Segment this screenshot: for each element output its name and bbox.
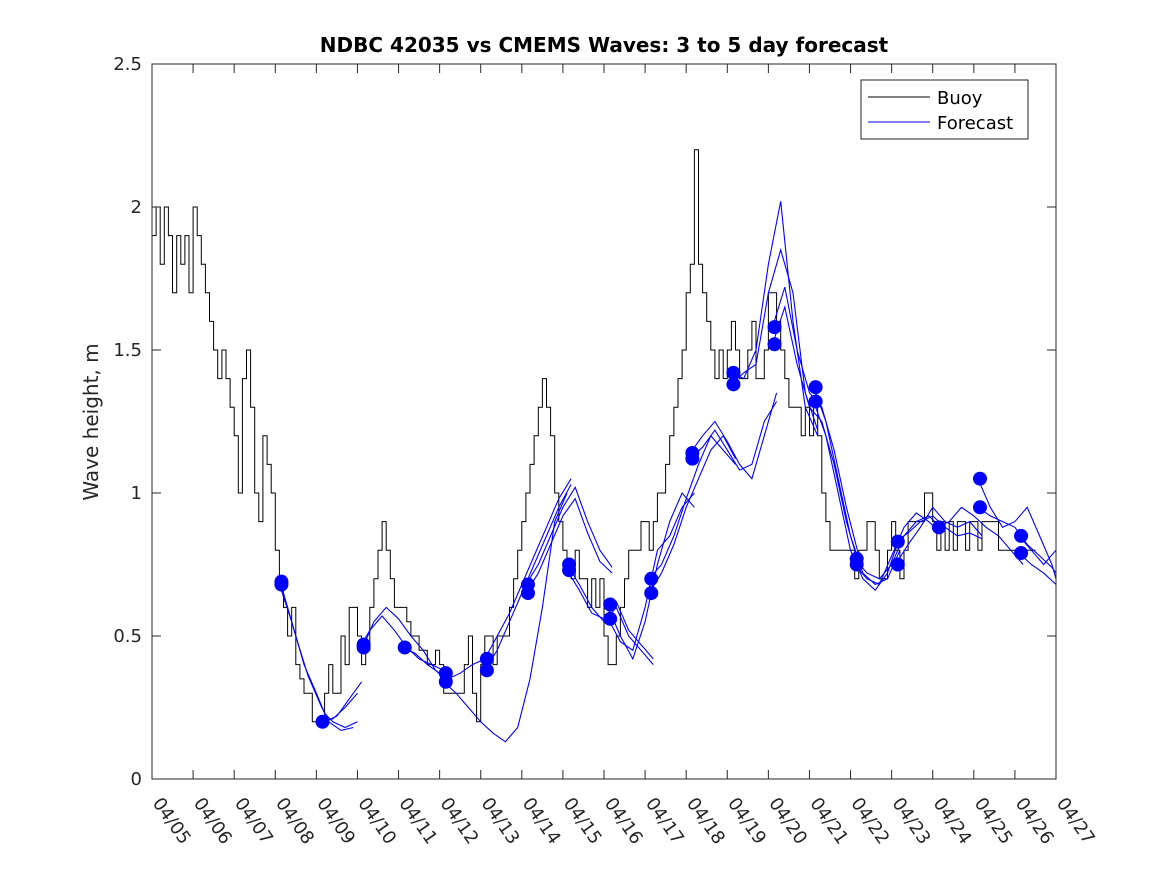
forecast-marker [1014,546,1029,561]
chart-title: NDBC 42035 vs CMEMS Waves: 3 to 5 day fo… [320,33,889,57]
legend-label-buoy: Buoy [937,88,983,109]
forecast-line [1018,535,1057,566]
legend-label-forecast: Forecast [937,113,1013,134]
y-axis-label: Wave height, m [79,343,103,500]
y-tick-label: 0.5 [113,626,142,647]
plot-area [152,64,1056,779]
y-tick-label: 1.5 [113,340,142,361]
forecast-line [1018,552,1057,585]
legend: Buoy Forecast [860,79,1029,140]
forecast-marker [520,586,535,601]
forecast-marker [274,577,289,592]
forecast-line [689,401,778,471]
forecast-line [484,478,572,660]
forecast-line [771,305,860,565]
forecast-marker [356,640,371,655]
forecast-line [443,492,568,743]
forecast-marker [315,714,330,729]
forecast-marker [972,500,987,515]
y-tick-label: 1 [131,483,142,504]
forecast-marker [479,663,494,678]
forecast-line [278,578,354,731]
forecast-marker [644,571,659,586]
forecast-line [648,434,736,594]
forecast-line [361,615,444,671]
forecast-marker [726,377,741,392]
forecast-line [648,434,736,580]
forecast-line [324,681,363,723]
forecast-marker [972,471,987,486]
forecast-line [525,486,613,585]
y-axis: 0 0.5 1 1.5 2 2.5 [113,54,1056,790]
y-tick-label: 2 [131,197,142,218]
forecast-marker [767,320,782,335]
forecast-line [977,478,1057,579]
y-tick-label: 2.5 [113,54,142,75]
forecast-line [895,506,983,565]
y-tick-label: 0 [131,769,142,790]
forecast-marker [931,520,946,535]
forecast-marker [562,563,577,578]
forecast-line [689,392,778,480]
forecast-line [361,606,449,683]
legend-box [860,79,1029,140]
forecast-marker [808,380,823,395]
forecast-marker [890,534,905,549]
forecast-marker [1014,528,1029,543]
forecast-marker [808,394,823,409]
forecast-marker [397,640,412,655]
forecast-line [936,506,1024,565]
forecast-marker [767,337,782,352]
forecast-marker [849,557,864,572]
forecast-marker [438,674,453,689]
forecast-marker [603,611,618,626]
forecast-line [731,247,819,431]
forecast-marker [685,451,700,466]
forecast-marker [603,597,618,612]
forecast-marker [890,557,905,572]
forecast-marker [644,586,659,601]
series-layer [152,149,1057,743]
forecast-line [731,201,819,437]
forecast-line [525,497,613,594]
